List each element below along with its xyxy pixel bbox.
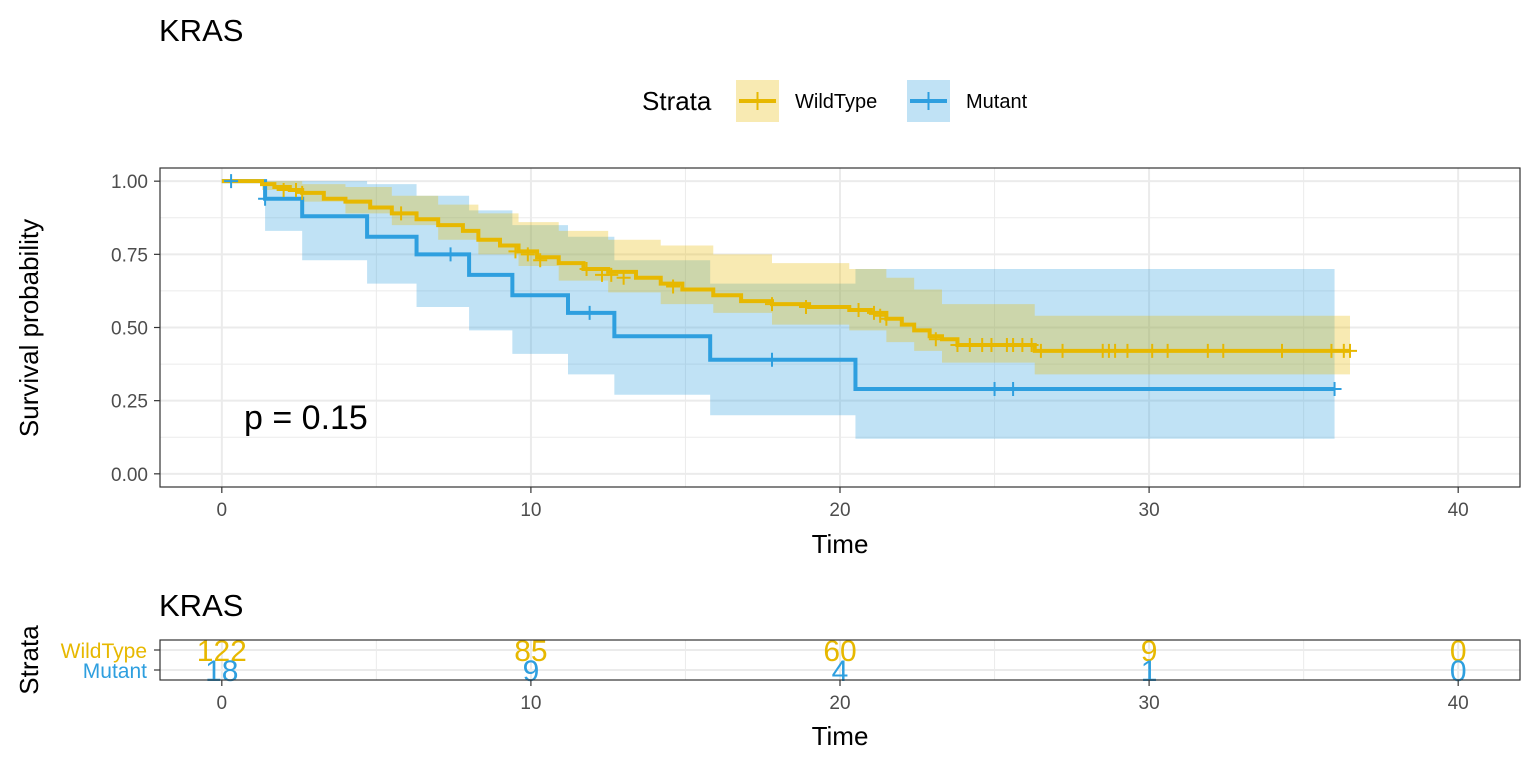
censor-mark-wildtype xyxy=(1160,343,1175,358)
censor-mark-mutant xyxy=(765,352,779,367)
censor-mark-wildtype xyxy=(873,308,888,323)
x-tick-label: 40 xyxy=(1448,500,1469,521)
censor-mark-wildtype xyxy=(520,247,535,262)
censor-mark-wildtype xyxy=(851,302,866,317)
censor-mark-wildtype xyxy=(1200,343,1215,358)
risk-count-wildtype: 0 xyxy=(1450,635,1467,668)
y-tick-label: 0.50 xyxy=(111,319,148,340)
risk-table-x-tick-label: 20 xyxy=(829,693,850,714)
p-value-annotation: p = 0.15 xyxy=(244,399,368,437)
censor-mark-wildtype xyxy=(604,267,619,282)
censor-mark-mutant xyxy=(582,305,597,320)
censor-mark-wildtype xyxy=(879,311,894,326)
censor-mark-wildtype xyxy=(1216,343,1231,358)
risk-table-x-tick-label: 0 xyxy=(217,693,228,714)
censor-mark-wildtype xyxy=(1108,343,1123,358)
ci-band-wildtype xyxy=(221,181,1351,375)
censor-mark-wildtype xyxy=(867,305,881,320)
risk-table-gridlines xyxy=(160,640,1520,680)
censor-mark-wildtype xyxy=(1275,343,1289,358)
y-tick-label: 0.25 xyxy=(111,392,148,413)
censor-mark-wildtype xyxy=(799,300,813,315)
censor-mark-wildtype xyxy=(1033,343,1048,358)
survival-curve-mutant xyxy=(221,179,1335,391)
km-survival-curves xyxy=(221,179,1350,391)
km-y-axis: 0.00 0.25 0.50 0.75 1.00 xyxy=(111,172,160,486)
legend-label-wildtype: WildType xyxy=(795,91,877,113)
x-tick-label: 30 xyxy=(1139,500,1160,521)
censor-mark-wildtype xyxy=(765,297,779,312)
risk-table-x-tick-label: 10 xyxy=(520,693,541,714)
x-tick-label: 10 xyxy=(520,500,541,521)
km-gridlines xyxy=(160,168,1520,487)
censor-mark-wildtype xyxy=(984,338,999,353)
survival-curve-wildtype xyxy=(221,179,1350,353)
censor-mark-wildtype xyxy=(1145,343,1160,358)
censor-mark-wildtype xyxy=(289,182,303,197)
censor-mark-wildtype xyxy=(950,338,965,353)
y-tick-label: 0.00 xyxy=(111,465,148,486)
x-tick-label: 20 xyxy=(829,500,850,521)
censor-mark-mutant xyxy=(987,381,1002,396)
y-tick-label: 0.75 xyxy=(111,245,148,266)
risk-table-x-axis: 0 10 20 30 40 xyxy=(217,680,1469,714)
censor-mark-wildtype xyxy=(394,206,409,221)
censor-mark-mutant xyxy=(258,191,273,206)
censor-mark-wildtype xyxy=(962,338,977,353)
risk-table-x-axis-label: Time xyxy=(812,721,869,751)
risk-count-wildtype: 9 xyxy=(1141,635,1158,668)
legend-title: Strata xyxy=(642,86,712,116)
censor-mark-mutant xyxy=(1327,381,1342,396)
censor-mark-mutant xyxy=(224,174,239,189)
strata-label-mutant: Mutant xyxy=(83,660,147,683)
censor-mark-mutant xyxy=(443,247,458,262)
censor-mark-wildtype xyxy=(1024,338,1039,353)
risk-table-x-tick-label: 30 xyxy=(1139,693,1160,714)
km-x-axis: 0 10 20 30 40 xyxy=(217,487,1469,521)
censor-mark-wildtype xyxy=(666,279,681,294)
km-plot-title: KRAS xyxy=(159,13,243,48)
censor-mark-wildtype xyxy=(276,182,291,197)
risk-table-title: KRAS xyxy=(159,588,243,623)
censor-mark-wildtype xyxy=(1120,343,1135,358)
censor-mark-wildtype xyxy=(1343,343,1357,358)
censor-mark-mutant xyxy=(1006,381,1021,396)
km-x-axis-label: Time xyxy=(812,529,869,559)
censor-mark-wildtype xyxy=(1324,343,1339,358)
censor-mark-wildtype xyxy=(508,244,523,259)
legend: Strata WildType Mutant xyxy=(642,80,1028,122)
censor-mark-wildtype xyxy=(616,270,631,285)
risk-table-x-tick-label: 40 xyxy=(1448,693,1469,714)
y-tick-label: 1.00 xyxy=(111,172,148,193)
censor-mark-wildtype xyxy=(295,185,310,200)
risk-table-y-axis-label: Strata xyxy=(14,625,44,695)
strata-label-wildtype: WildType xyxy=(61,640,147,663)
x-tick-label: 0 xyxy=(217,500,228,521)
legend-label-mutant: Mutant xyxy=(966,91,1028,113)
censor-mark-wildtype xyxy=(579,261,594,276)
censor-mark-wildtype xyxy=(1055,343,1070,358)
km-y-axis-label: Survival probability xyxy=(14,219,44,437)
censor-mark-wildtype xyxy=(928,332,943,347)
censor-mark-wildtype xyxy=(533,253,548,268)
km-censor-marks xyxy=(224,174,1357,396)
